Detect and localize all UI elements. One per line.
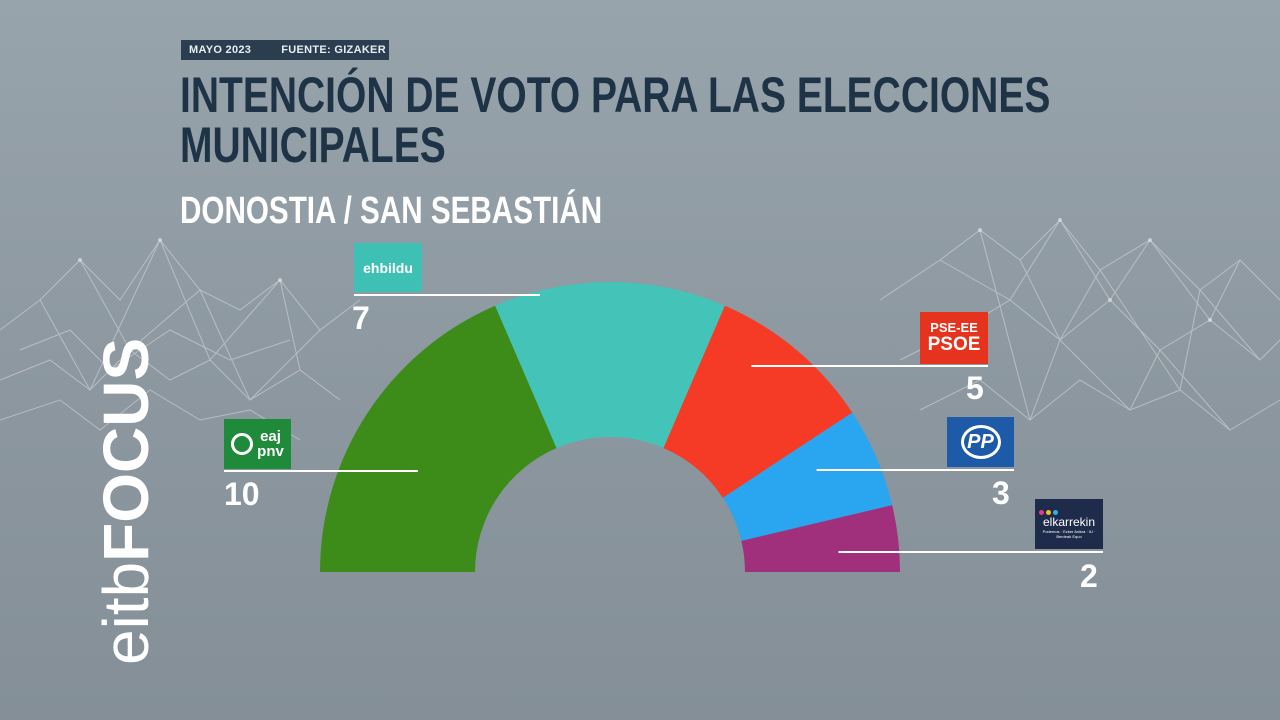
seats-psoe: 5: [966, 370, 984, 406]
pp-logo-mark: PP: [960, 425, 1001, 459]
psoe-logo-top: PSE-EE: [930, 320, 978, 336]
seats-pp: 3: [992, 475, 1010, 511]
ehbildu-logo-text: ehbildu: [363, 259, 413, 276]
source-label: FUENTE: GIZAKER: [281, 44, 386, 56]
date-label: MAYO 2023: [189, 44, 252, 56]
seats-ehbildu: 7: [352, 300, 370, 336]
seats-eaj-pnv: 10: [224, 476, 260, 512]
pp-logo: PP: [947, 417, 1014, 467]
elkarrekin-logo: elkarrekin Podemos · Ezker Anitza · IU ·…: [1035, 499, 1103, 549]
eaj-logo-top: eaj: [260, 428, 281, 445]
page-title: INTENCIÓN DE VOTO PARA LAS ELECCIONES MU…: [180, 67, 1051, 173]
elkarrekin-logo-text: elkarrekin: [1042, 514, 1096, 529]
eaj-pnv-logo: eaj pnv: [224, 419, 291, 469]
page-subtitle: DONOSTIA / SAN SEBASTIÁN: [180, 190, 603, 232]
seats-elkarrekin: 2: [1080, 558, 1098, 594]
eaj-logo-bottom: pnv: [257, 443, 284, 460]
seat-segment-2: [663, 305, 853, 498]
elkarrekin-logo-subtext: Podemos · Ezker Anitza · IU · Berdeak Eq…: [1042, 528, 1096, 539]
psoe-logo: PSE-EE PSOE: [920, 312, 988, 364]
seat-segment-3: [722, 412, 893, 541]
psoe-logo-bottom: PSOE: [927, 333, 981, 355]
seat-segment-4: [741, 505, 900, 572]
seat-segment-1: [495, 282, 725, 449]
seat-segment-0: [320, 305, 557, 572]
elkarrekin-dots-icon: [1039, 509, 1058, 515]
meta-bar: MAYO 2023 FUENTE: GIZAKER: [181, 40, 389, 60]
ehbildu-logo: ehbildu: [354, 243, 422, 292]
eguzkilore-icon: [231, 433, 254, 455]
